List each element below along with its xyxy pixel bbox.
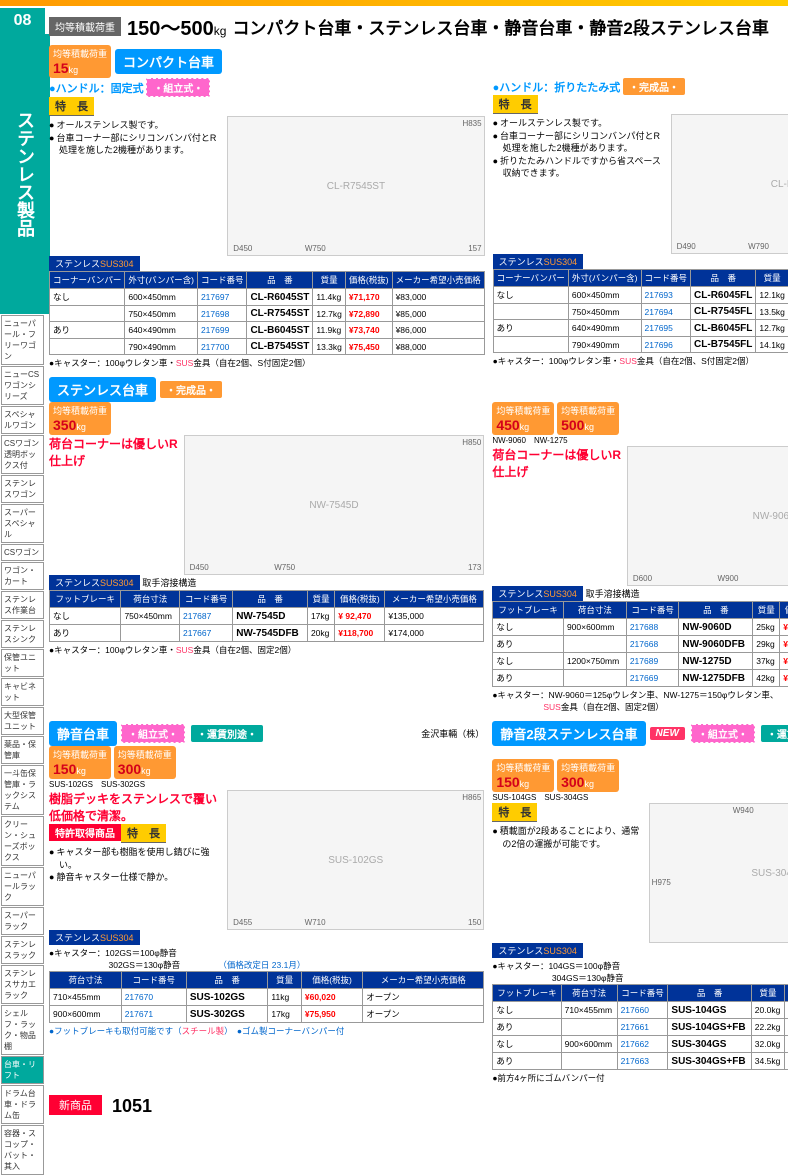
sidebar-item[interactable]: ステンレスシンク: [1, 620, 44, 648]
section-title: ステンレス台車: [49, 377, 156, 402]
table-row: 750×450mm217694CL-R7545FL13.5kg¥78,870¥9…: [493, 304, 788, 320]
table-row: なし750×450mm217687NW-7545D17kg¥ 92,470¥13…: [50, 608, 484, 625]
section-title: コンパクト台車: [115, 49, 222, 74]
feature-head: 特 長: [49, 97, 94, 116]
caster-note: ●キャスター：100φウレタン車・SUS金具（自在2個、S付固定2個）: [49, 357, 485, 369]
page-header: 均等積載荷重 150〜500kg コンパクト台車・ステンレス台車・静音台車・静音…: [49, 12, 788, 41]
spec-table: フットブレーキ荷台寸法コード番号品 番質量価格(税抜)メーカー希望小売価格なし9…: [492, 601, 788, 687]
table-row: 790×490mm217696CL-B7545FL14.1kg¥82,320¥9…: [493, 337, 788, 353]
sidebar-item[interactable]: スーパーラック: [1, 907, 44, 935]
product-image: SUS-102GSH865W710D455150: [227, 790, 484, 930]
handle-type: ●ハンドル：折りたたみ式: [493, 82, 621, 94]
table-row: あり217661SUS-104GS+FB22.2kg¥144,580オープン: [493, 1019, 788, 1036]
sidebar-item[interactable]: ニューCSワゴンシリーズ: [1, 366, 44, 405]
sus-label: ステンレスSUS304: [493, 254, 584, 269]
new-badge: NEW: [650, 727, 685, 740]
product-image: NW-9060DH850W900D600214: [627, 446, 788, 586]
sidebar-item[interactable]: ステンレスサカエラック: [1, 965, 44, 1004]
table-row: あり640×490mm217699CL-B6045ST11.9kg¥73,740…: [50, 322, 485, 339]
caster-note: ●キャスター：NW-9060＝125φウレタン車、NW-1275＝150φウレタ…: [492, 689, 788, 713]
sidebar-item[interactable]: クリーン・シューズボックス: [1, 816, 44, 866]
table-row: あり217663SUS-304GS+FB34.5kg¥165,230オープン: [493, 1053, 788, 1070]
table-row: 790×490mm217700CL-B7545ST13.3kg¥75,450¥8…: [50, 339, 485, 355]
section-stainless: ステンレス台車 ・完成品・ (株) テックサス 均等積載荷重350kg荷台コーナ…: [49, 377, 788, 713]
sidebar-item[interactable]: ステンレスワゴン: [1, 475, 44, 503]
table-row: なし900×600mm217688NW-9060D25kg¥114,750¥16…: [493, 619, 788, 636]
side-menu: ニューパール・フリーワゴンニューCSワゴンシリーズスペシャルワゴンCSワゴン透明…: [0, 315, 45, 1175]
feature-head: 特 長: [493, 95, 538, 114]
load-label: 均等積載荷重: [49, 17, 121, 36]
red-callout: 荷台コーナーは優しいR仕上げ: [49, 435, 180, 469]
sidebar-item[interactable]: スペシャルワゴン: [1, 406, 44, 434]
sidebar-item[interactable]: CSワゴン透明ボックス付: [1, 435, 44, 474]
table-row: なし900×600mm217662SUS-304GS32.0kg¥154,890…: [493, 1036, 788, 1053]
load-badge: 均等積載荷重15kg: [49, 45, 111, 78]
spec-table: フットブレーキ荷台寸法コード番号品 番質量価格(税抜)メーカー希望小売価格なし7…: [492, 984, 788, 1070]
load-badge: 均等積載荷重350kg: [49, 402, 111, 435]
sidebar-item[interactable]: ワゴン・カート: [1, 562, 44, 590]
sidebar-item[interactable]: ニューパールラック: [1, 867, 44, 906]
chapter-num: 08: [0, 8, 45, 34]
sidebar-item[interactable]: シェルフ・ラック・物品棚: [1, 1005, 44, 1055]
sus-label: ステンレスSUS304: [49, 575, 140, 590]
sidebar: 08 ステンレス製品 ニューパール・フリーワゴンニューCSワゴンシリーズスペシャ…: [0, 8, 45, 1176]
new-product-badge: 新商品: [49, 1095, 102, 1115]
sidebar-item[interactable]: 一斗缶保管庫・ラックシステム: [1, 765, 44, 815]
sidebar-item[interactable]: 容器・スコップ・バット・其入: [1, 1125, 44, 1175]
table-row: 750×450mm217698CL-R7545ST12.7kg¥72,890¥8…: [50, 306, 485, 322]
spec-table: 荷台寸法コード番号品 番質量価格(税抜)メーカー希望小売価格710×455mm2…: [49, 971, 484, 1023]
sidebar-item[interactable]: スーパースペシャル: [1, 504, 44, 543]
page-number: 1051: [112, 1096, 152, 1117]
patent-badge: 特許取得商品: [49, 824, 121, 841]
sus-label: ステンレスSUS304: [49, 256, 140, 271]
page-title: コンパクト台車・ステンレス台車・静音台車・静音2段ステンレス台車: [232, 14, 788, 39]
spec-table: コーナーバンパー外寸(バンパー含)コード番号品 番質量価格(税抜)メーカー希望小…: [49, 271, 485, 355]
sidebar-item[interactable]: 台車・リフト: [1, 1056, 44, 1084]
table-row: なし1200×750mm217689NW-1275D37kg¥151,930¥2…: [493, 653, 788, 670]
spec-table: フットブレーキ荷台寸法コード番号品 番質量価格(税抜)メーカー希望小売価格なし7…: [49, 590, 484, 642]
handle-type: ●ハンドル：固定式: [49, 83, 144, 95]
load-value: 150〜500: [127, 18, 214, 40]
table-row: 900×600mm217671SUS-302GS17kg¥75,950オープン: [50, 1006, 484, 1023]
sidebar-item[interactable]: CSワゴン: [1, 544, 44, 561]
complete-badge: ・完成品・: [160, 381, 222, 398]
table-row: あり217667NW-7545DFB20kg¥118,700¥174,000: [50, 625, 484, 642]
section-quiet: 静音台車・組立式・・運賃別途・金沢車輛（株）均等積載荷重150kg 均等積載荷重…: [49, 721, 788, 1084]
sidebar-item[interactable]: 大型保管ユニット: [1, 707, 44, 735]
sidebar-item[interactable]: 薬品・保管庫: [1, 736, 44, 764]
product-image: NW-7545DH850W750D450173: [184, 435, 485, 575]
section-title: 静音台車: [49, 721, 117, 746]
features: オールステンレス製です。台車コーナー部にシリコンバンパ付とR処理を施した2機種が…: [493, 117, 667, 251]
product-image: SUS-304GS+FBW940D600H975537: [649, 803, 788, 943]
table-row: 710×455mm217670SUS-102GS11kg¥60,020オープン: [50, 989, 484, 1006]
spec-table: コーナーバンパー外寸(バンパー含)コード番号品 番質量価格(税抜)メーカー希望小…: [493, 269, 788, 353]
sidebar-item[interactable]: ニューパール・フリーワゴン: [1, 315, 44, 365]
table-row: あり217669NW-1275DFB42kg¥182,180¥265,000: [493, 670, 788, 687]
red-callout: 荷台コーナーは優しいR仕上げ: [492, 446, 623, 480]
sidebar-item[interactable]: 保管ユニット: [1, 649, 44, 677]
category-title: ステンレス製品: [0, 34, 50, 314]
table-row: あり640×490mm217695CL-B6045FL12.7kg¥79,740…: [493, 320, 788, 337]
sidebar-item[interactable]: キャビネット: [1, 678, 44, 706]
table-row: あり217668NW-9060DFB29kg¥143,680¥209,000: [493, 636, 788, 653]
caster-note: ●キャスター：100φウレタン車・SUS金具（自在2個、固定2個）: [49, 644, 484, 656]
product-image: CL-R7545STH835W750D450157: [227, 116, 484, 256]
table-row: なし600×450mm217693CL-R6045FL12.1kg¥77,170…: [493, 287, 788, 304]
sidebar-item[interactable]: ステンレス作業台: [1, 591, 44, 619]
table-row: なし710×455mm217660SUS-104GS20.0kg¥134,250…: [493, 1002, 788, 1019]
section-compact: 均等積載荷重15kg コンパクト台車 (株) テックサス ●ハンドル：固定式 ・…: [49, 45, 788, 369]
sus-label: ステンレスSUS304: [492, 586, 583, 601]
table-row: なし600×450mm217697CL-R6045ST11.4kg¥71,170…: [50, 289, 485, 306]
product-image: CL-B7545FLH835W790D490157: [671, 114, 788, 254]
features: オールステンレス製です。台車コーナー部にシリコンバンパ付とR処理を施した2機種が…: [49, 119, 223, 253]
sidebar-item[interactable]: ステンレスラック: [1, 936, 44, 964]
caster-note: ●キャスター：100φウレタン車・SUS金具（自在2個、S付固定2個）: [493, 355, 788, 367]
sidebar-item[interactable]: ドラム台車・ドラム缶: [1, 1085, 44, 1124]
